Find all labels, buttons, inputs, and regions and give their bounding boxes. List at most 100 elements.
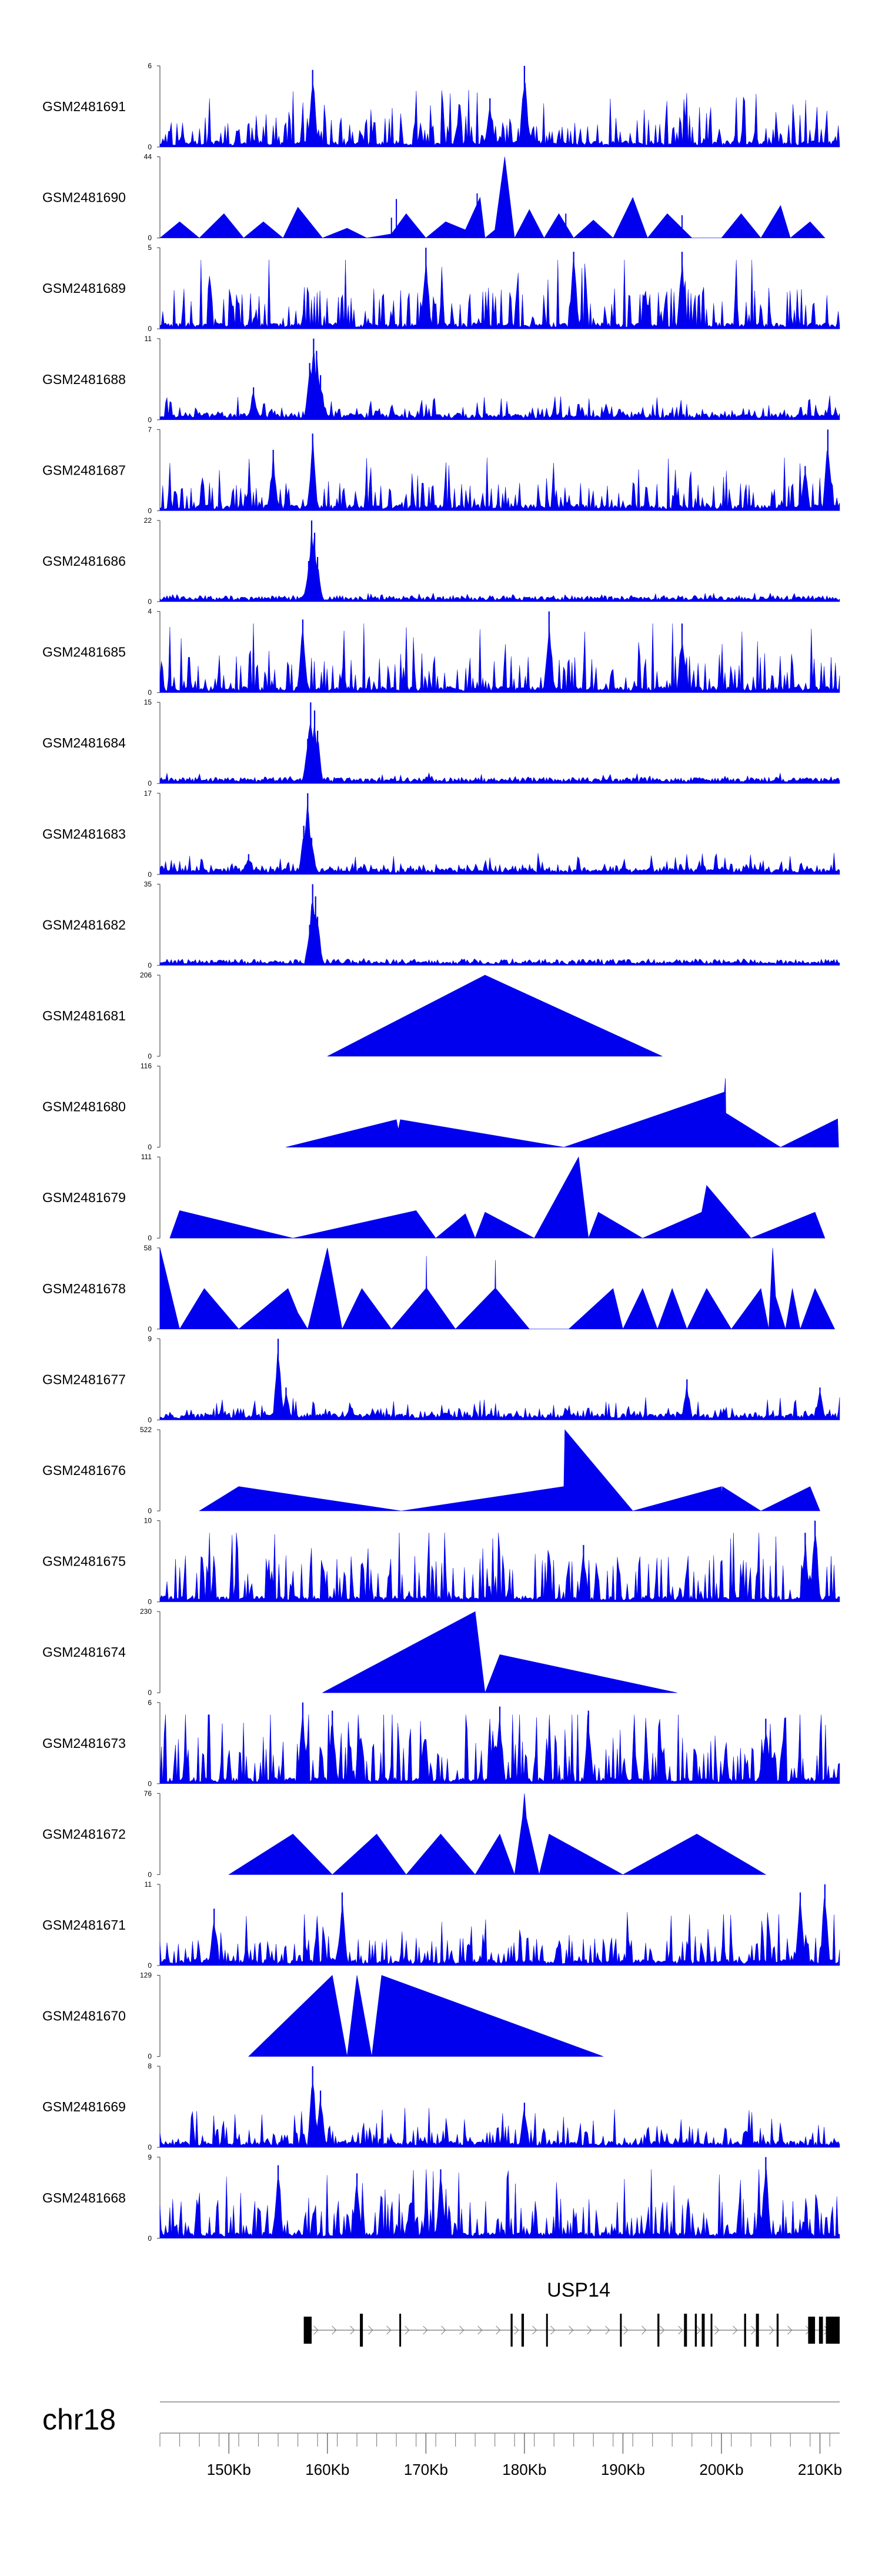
track-label: GSM2481675: [42, 1554, 126, 1569]
y-max-label: 17: [144, 789, 152, 798]
coverage-area: [322, 1611, 677, 1693]
exon: [756, 2314, 759, 2347]
strand-arrow: [313, 2325, 319, 2335]
coverage-tracks: GSM248169160GSM2481690440GSM248168950GSM…: [42, 62, 840, 2243]
coverage-area: [159, 724, 840, 784]
y-max-label: 10: [144, 1517, 152, 1525]
exon: [620, 2314, 622, 2347]
y-min-label: 0: [148, 1689, 152, 1697]
coverage-area: [159, 528, 840, 602]
y-min-label: 0: [148, 1507, 152, 1515]
y-min-label: 0: [148, 1143, 152, 1152]
strand-arrow: [423, 2325, 428, 2335]
y-min-label: 0: [148, 598, 152, 606]
y-min-label: 0: [148, 1325, 152, 1333]
strand-arrow: [514, 2325, 519, 2335]
exon: [694, 2314, 697, 2347]
track-label: GSM2481685: [42, 645, 126, 660]
coverage-area: [159, 2164, 840, 2239]
track-GSM2481675: GSM2481675 10 0: [42, 1517, 840, 1606]
y-max-label: 8: [148, 2062, 152, 2070]
y-min-label: 0: [148, 870, 152, 879]
y-max-label: 76: [144, 1789, 152, 1797]
y-min-label: 0: [148, 1598, 152, 1606]
exon: [657, 2314, 660, 2347]
strand-arrow: [696, 2325, 701, 2335]
y-max-label: 4: [148, 608, 152, 616]
y-min-label: 0: [148, 2053, 152, 2061]
track-GSM2481674: GSM2481674 230 0: [42, 1607, 677, 1697]
track-GSM2481685: GSM2481685 4 0: [42, 608, 840, 697]
y-max-label: 6: [148, 62, 152, 70]
track-label: GSM2481670: [42, 2008, 126, 2024]
y-max-label: 9: [148, 1334, 152, 1343]
coverage-area: [159, 257, 840, 329]
track-label: GSM2481673: [42, 1736, 126, 1751]
y-min-label: 0: [148, 1416, 152, 1424]
y-min-label: 0: [148, 779, 152, 788]
x-tick-label: 190Kb: [601, 2461, 645, 2478]
track-GSM2481690: GSM2481690 44 0: [42, 153, 826, 242]
gene-model: USP14: [303, 2279, 840, 2347]
track-GSM2481673: GSM2481673 6 0: [42, 1699, 840, 1788]
track-GSM2481672: GSM2481672 76 0: [42, 1789, 767, 1878]
strand-arrow: [569, 2325, 574, 2335]
exon: [684, 2314, 687, 2347]
y-max-label: 11: [145, 1880, 152, 1888]
y-min-label: 0: [148, 689, 152, 697]
y-max-label: 35: [144, 880, 152, 888]
strand-arrow: [441, 2325, 446, 2335]
track-GSM2481677: GSM2481677 9 0: [42, 1334, 840, 1424]
track-GSM2481683: GSM2481683 17 0: [42, 789, 840, 879]
strand-arrow: [660, 2325, 665, 2335]
coverage-area: [169, 1156, 826, 1239]
exon: [826, 2317, 840, 2344]
strand-arrow: [787, 2325, 793, 2335]
y-max-label: 230: [140, 1607, 152, 1616]
track-GSM2481688: GSM2481688 11 0: [42, 335, 840, 424]
track-label: GSM2481678: [42, 1281, 126, 1296]
track-label: GSM2481668: [42, 2190, 126, 2205]
coverage-area: [327, 975, 663, 1057]
coverage-area: [159, 1533, 840, 1602]
track-GSM2481686: GSM2481686 22 0: [42, 516, 840, 606]
strand-arrow: [332, 2325, 337, 2335]
track-GSM2481680: GSM2481680 116 0: [42, 1062, 839, 1152]
y-max-label: 6: [148, 1699, 152, 1707]
strand-arrow: [368, 2325, 373, 2335]
y-min-label: 0: [148, 416, 152, 424]
coverage-area: [159, 900, 840, 966]
track-GSM2481671: GSM2481671 11 0: [42, 1880, 840, 1970]
track-label: GSM2481686: [42, 553, 126, 569]
x-tick-label: 160Kb: [305, 2461, 349, 2478]
y-max-label: 22: [144, 516, 152, 525]
x-tick-label: 150Kb: [207, 2461, 251, 2478]
coverage-area: [159, 1247, 836, 1330]
y-max-label: 111: [141, 1153, 152, 1161]
track-label: GSM2481690: [42, 190, 126, 205]
coverage-area: [286, 1078, 839, 1147]
coverage-area: [159, 1897, 840, 1966]
y-min-label: 0: [148, 143, 152, 151]
exon: [546, 2314, 548, 2347]
track-label: GSM2481680: [42, 1099, 126, 1115]
track-GSM2481670: GSM2481670 129 0: [42, 1971, 604, 2061]
exon: [360, 2314, 363, 2347]
track-label: GSM2481682: [42, 917, 126, 932]
y-max-label: 9: [148, 2153, 152, 2161]
strand-arrow: [678, 2325, 683, 2335]
exon: [399, 2314, 402, 2347]
strand-arrow: [733, 2325, 738, 2335]
exon: [776, 2314, 779, 2347]
y-min-label: 0: [148, 961, 152, 969]
strand-arrow: [405, 2325, 410, 2335]
coverage-area: [159, 623, 840, 693]
track-GSM2481691: GSM2481691 6 0: [42, 62, 840, 151]
track-GSM2481676: GSM2481676 522 0: [42, 1426, 820, 1515]
y-min-label: 0: [148, 2234, 152, 2243]
y-max-label: 5: [148, 243, 152, 252]
strand-arrow: [623, 2325, 629, 2335]
y-min-label: 0: [148, 1961, 152, 1970]
track-GSM2481682: GSM2481682 35 0: [42, 880, 840, 969]
